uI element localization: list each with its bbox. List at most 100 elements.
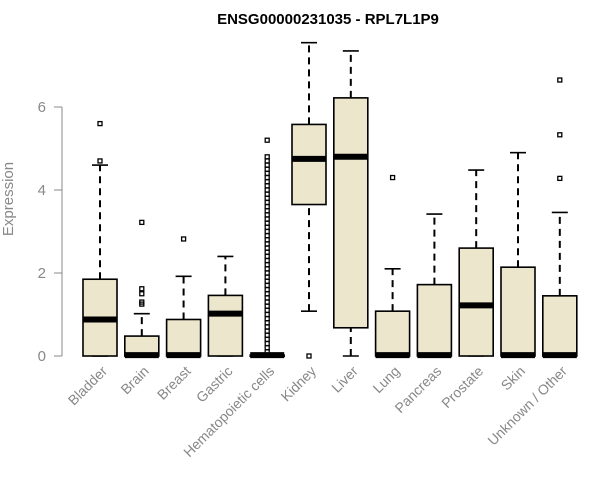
y-tick-label: 4 [38,182,46,199]
iqr-box [207,294,244,357]
outlier-point [139,286,145,292]
box-kidney [291,41,327,359]
outlier-point [264,307,270,314]
outlier-point [264,315,270,322]
iqr-box [291,123,327,206]
box-unknown-other [541,77,578,359]
outlier-point [264,340,270,347]
y-axis: 0 2 4 6 [38,99,63,365]
outlier-point [264,324,270,330]
outlier-point [264,203,270,210]
outlier-point [264,295,270,301]
outlier-point [264,220,270,226]
iqr-box [500,266,536,357]
outlier-point [264,183,270,189]
outlier-point [139,219,145,226]
outlier-point [306,353,312,359]
outlier-point [139,299,145,305]
outlier-point [264,336,270,343]
x-tick-label: Unknown / Other [484,363,570,449]
outlier-point [557,132,563,138]
box-liver [332,50,369,357]
outlier-point [264,262,270,268]
outlier-point [264,170,270,177]
outlier-point [97,120,103,127]
outlier-point [264,187,270,193]
y-tick-label: 6 [38,99,46,116]
box-prostate [458,169,495,357]
x-tick-label: Liver [328,363,361,396]
outlier-point [264,237,270,243]
iqr-box [332,97,369,329]
box-breast [165,236,202,359]
boxes-group [82,41,578,359]
iqr-box [541,295,578,357]
box-hematopoietic-cells [249,137,285,359]
box-skin [500,151,536,359]
outlier-point [264,208,270,214]
outlier-point [264,166,270,172]
outlier-point [264,311,270,318]
y-axis-label: Expression [0,162,17,236]
outlier-point [264,232,270,239]
outlier-point [264,274,270,280]
outlier-point [264,253,270,260]
x-tick-label: Brain [117,363,151,397]
outlier-point [264,257,270,264]
outlier-point [264,303,270,309]
iqr-box [416,283,453,357]
outlier-point [264,216,270,222]
outlier-point [264,249,270,255]
box-bladder [82,120,118,357]
outlier-point [264,191,270,197]
outlier-point [557,77,563,83]
chart-title: ENSG00000231035 - RPL7L1P9 [217,11,439,28]
outlier-point [557,175,563,182]
x-tick-label: Skin [498,363,529,394]
y-tick-label: 2 [38,265,46,282]
y-tick-label: 0 [38,348,46,365]
outlier-point [264,286,270,293]
outlier-point [389,174,396,181]
outlier-point [264,212,270,218]
outlier-point [180,236,187,242]
x-tick-label: Lung [369,363,402,396]
outlier-point [264,332,270,338]
outlier-point [97,158,103,164]
x-tick-label: Prostate [438,363,486,411]
outlier-point [264,195,270,201]
outlier-point [264,179,270,185]
iqr-box [374,310,411,357]
x-tick-label: Breast [154,363,194,403]
outlier-point [139,291,145,297]
outlier-point [264,224,270,231]
outlier-point [264,278,270,284]
iqr-box [165,318,202,357]
outlier-point [264,349,270,355]
outlier-point [264,137,270,143]
outlier-point [264,241,270,247]
box-gastric [207,255,244,357]
outlier-point [264,162,270,168]
outlier-point [264,328,270,334]
outlier-point [264,174,270,181]
outlier-point [264,245,270,251]
outlier-point [264,158,270,164]
outlier-point [264,282,270,289]
x-tick-label: Kidney [278,363,320,405]
x-tick-label: Bladder [65,363,111,409]
outlier-point [264,266,270,272]
outlier-point [264,270,270,276]
outlier-point [264,154,270,160]
box-brain [124,219,160,359]
outlier-point [264,199,270,206]
outlier-point [264,228,270,235]
box-lung [374,174,411,359]
box-pancreas [416,213,453,359]
outlier-point [264,345,270,351]
outlier-point [264,291,270,297]
outlier-point [264,320,270,326]
outlier-point [264,299,270,305]
